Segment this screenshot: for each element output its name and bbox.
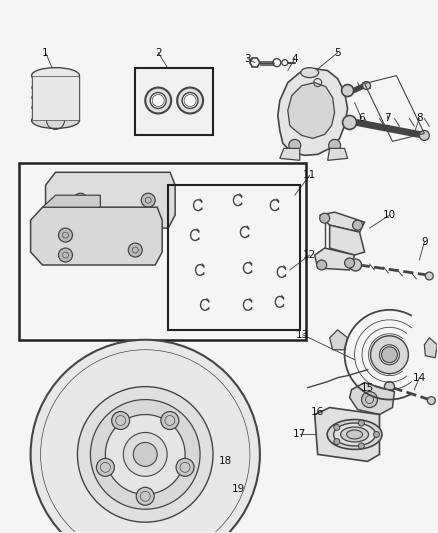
Ellipse shape: [379, 345, 399, 365]
Circle shape: [361, 392, 378, 408]
Ellipse shape: [182, 93, 198, 109]
Circle shape: [59, 228, 72, 242]
Ellipse shape: [371, 336, 408, 374]
Circle shape: [345, 258, 355, 268]
Circle shape: [334, 424, 340, 431]
Text: 19: 19: [231, 484, 244, 494]
Circle shape: [385, 382, 395, 392]
Ellipse shape: [32, 112, 79, 128]
Ellipse shape: [32, 68, 79, 84]
Circle shape: [78, 386, 213, 522]
Polygon shape: [314, 408, 379, 462]
Text: 6: 6: [358, 114, 365, 124]
Bar: [135, 68, 213, 135]
Text: 7: 7: [384, 114, 391, 124]
Circle shape: [320, 213, 330, 223]
Ellipse shape: [301, 68, 319, 78]
Text: 17: 17: [293, 430, 306, 440]
Polygon shape: [330, 330, 348, 350]
Polygon shape: [330, 225, 364, 255]
Circle shape: [363, 82, 371, 90]
Polygon shape: [46, 172, 175, 228]
Ellipse shape: [150, 93, 166, 109]
Text: 11: 11: [303, 170, 316, 180]
Circle shape: [161, 411, 179, 430]
Text: 3: 3: [244, 54, 251, 63]
Circle shape: [133, 442, 157, 466]
Circle shape: [334, 439, 340, 445]
Circle shape: [381, 347, 397, 362]
Polygon shape: [31, 207, 162, 265]
Polygon shape: [328, 148, 348, 160]
Circle shape: [136, 487, 154, 505]
Text: 14: 14: [413, 373, 426, 383]
Ellipse shape: [334, 423, 375, 446]
Circle shape: [59, 248, 72, 262]
Circle shape: [289, 140, 301, 151]
Circle shape: [112, 411, 130, 430]
Circle shape: [328, 140, 341, 151]
Ellipse shape: [177, 87, 203, 114]
Circle shape: [353, 220, 363, 230]
Text: 4: 4: [291, 54, 298, 63]
Circle shape: [342, 85, 353, 96]
Text: 15: 15: [361, 383, 374, 393]
Text: 5: 5: [334, 47, 341, 58]
Circle shape: [128, 243, 142, 257]
Polygon shape: [32, 76, 79, 120]
Polygon shape: [350, 383, 395, 415]
Text: 9: 9: [421, 237, 427, 247]
Text: 2: 2: [155, 47, 162, 58]
Circle shape: [96, 458, 114, 477]
Ellipse shape: [346, 430, 363, 439]
Polygon shape: [42, 195, 100, 207]
Text: 8: 8: [416, 114, 423, 124]
Circle shape: [419, 131, 429, 140]
Circle shape: [141, 193, 155, 207]
Circle shape: [427, 397, 435, 405]
Circle shape: [31, 340, 260, 533]
Circle shape: [343, 116, 357, 130]
Polygon shape: [424, 338, 437, 358]
Polygon shape: [314, 248, 355, 270]
Bar: [19, 163, 306, 340]
Text: 18: 18: [219, 456, 232, 466]
Ellipse shape: [341, 427, 368, 442]
Circle shape: [358, 420, 364, 426]
Text: 13: 13: [296, 330, 309, 340]
Circle shape: [106, 415, 185, 494]
Ellipse shape: [327, 419, 382, 449]
Circle shape: [124, 432, 167, 477]
Circle shape: [90, 400, 200, 509]
Circle shape: [317, 260, 327, 270]
Polygon shape: [278, 69, 348, 155]
Text: 16: 16: [311, 407, 324, 416]
Circle shape: [374, 432, 379, 438]
Circle shape: [350, 259, 361, 271]
Polygon shape: [320, 212, 364, 232]
Text: 1: 1: [42, 47, 49, 58]
Circle shape: [358, 443, 364, 449]
Bar: [168, 185, 300, 330]
Circle shape: [425, 272, 433, 280]
Text: 10: 10: [383, 210, 396, 220]
Polygon shape: [288, 83, 335, 139]
Text: 12: 12: [303, 250, 316, 260]
Circle shape: [176, 458, 194, 477]
Circle shape: [74, 193, 88, 207]
Ellipse shape: [145, 87, 171, 114]
Polygon shape: [280, 148, 300, 160]
